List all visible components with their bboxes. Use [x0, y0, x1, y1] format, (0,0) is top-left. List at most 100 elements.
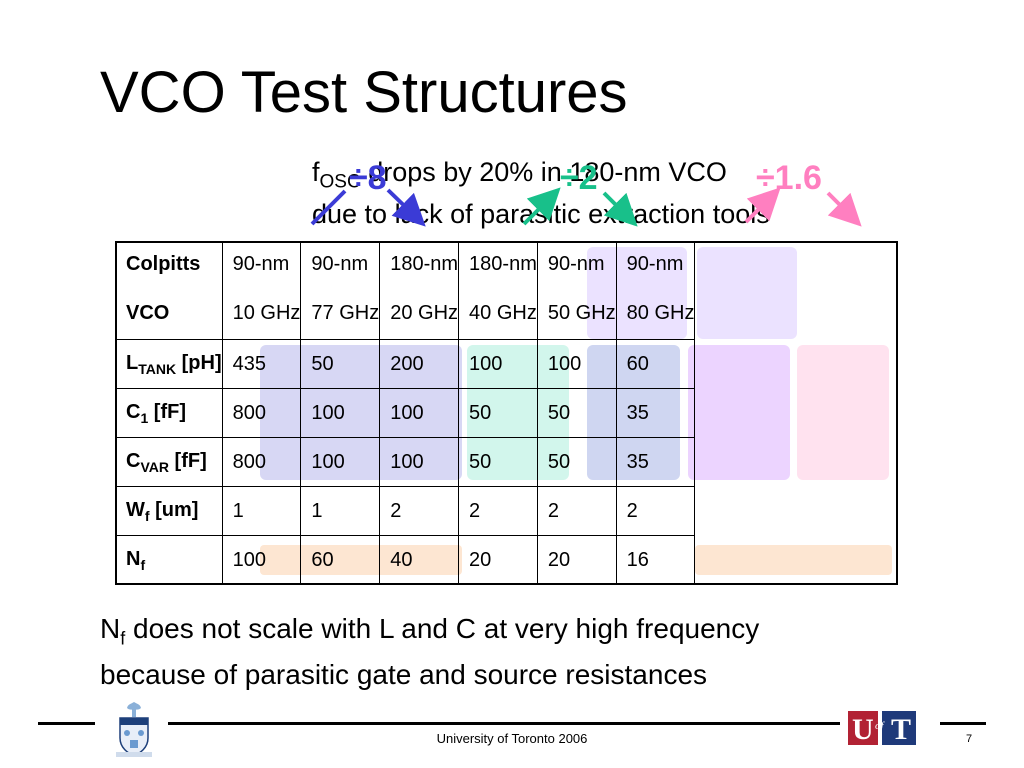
table-cell: 2	[536, 486, 617, 536]
table-cell: 1	[300, 486, 381, 536]
nf-symbol: N	[100, 613, 121, 644]
row-label-sub: f	[144, 507, 150, 524]
table-cell: 2	[458, 486, 538, 536]
column-freq: 50 GHz	[547, 302, 616, 324]
column-freq: 80 GHz	[626, 302, 695, 324]
row-label-symbol: L	[126, 351, 139, 374]
highlight-90nm-50g-header	[697, 247, 797, 339]
table-cell: 50	[458, 388, 538, 438]
table-cell: 35	[615, 388, 696, 438]
footer-rule-center	[168, 722, 840, 725]
table-cell: 800	[221, 388, 302, 438]
row-label-symbol: N	[126, 547, 141, 570]
column-header: 90-nm 50 GHz	[536, 241, 617, 340]
row-label-unit: [pH]	[176, 351, 222, 374]
table-cell: 20	[536, 535, 617, 585]
scaling-note-line2: because of parasitic gate and source res…	[100, 658, 708, 690]
table-cell: 50	[458, 437, 538, 487]
column-header: 90-nm 10 GHz	[221, 241, 302, 340]
svg-text:U: U	[852, 713, 874, 745]
column-node: 90-nm	[311, 253, 369, 275]
fosc-note-line1: fOSC drops by 20% in 180-nm VCO	[312, 156, 770, 198]
table-cell: 200	[379, 339, 460, 389]
uoft-logo-icon: U of T	[848, 711, 916, 745]
row-label-unit: [um]	[149, 498, 199, 521]
column-node: 180-nm	[469, 253, 537, 275]
crest-icon	[116, 702, 152, 757]
column-node: 90-nm	[547, 253, 605, 275]
row-label-unit: [fF]	[168, 449, 207, 472]
table-cell: 2	[379, 486, 460, 536]
table-cell: 800	[221, 437, 302, 487]
footer-rule-right	[940, 722, 986, 725]
page-number: 7	[966, 733, 973, 745]
column-freq: 40 GHz	[469, 302, 537, 324]
column-node: 90-nm	[626, 253, 684, 275]
row-label-sub: VAR	[140, 458, 169, 475]
table-cell: 60	[615, 339, 696, 389]
table-cell: 60	[300, 535, 381, 585]
column-header: 90-nm 77 GHz	[300, 241, 381, 340]
nf-subscript: f	[120, 628, 126, 649]
vco-data-table: Colpitts VCO 90-nm 10 GHz 90-nm 77 GHz 180…	[115, 241, 696, 585]
highlight-90nm-50g-lc	[688, 345, 790, 480]
table-cell: 16	[615, 535, 696, 585]
column-header: 90-nm 80 GHz	[615, 241, 696, 340]
row-label-sub: 1	[140, 409, 149, 426]
svg-text:T: T	[891, 713, 911, 745]
footer-rule-left	[38, 722, 95, 725]
table-cell: 100	[379, 388, 460, 438]
row-label: C1 [fF]	[115, 388, 223, 438]
column-freq: 10 GHz	[232, 302, 301, 324]
row-label-symbol: W	[126, 498, 145, 521]
table-row-nf: Nf 100 60 40 20 20 16	[115, 535, 696, 585]
column-header: 180-nm 20 GHz	[379, 241, 460, 340]
table-row-c1: C1 [fF] 800 100 100 50 50 35	[115, 388, 696, 438]
table-row-wf: Wf [um] 1 1 2 2 2 2	[115, 486, 696, 536]
corner-line1: Colpitts	[126, 253, 201, 275]
table-cell: 50	[536, 388, 617, 438]
row-label: Wf [um]	[115, 486, 223, 536]
row-label: Nf	[115, 535, 223, 585]
table-cell: 35	[615, 437, 696, 487]
table-cell: 50	[536, 437, 617, 487]
table-cell: 50	[300, 339, 381, 389]
corner-cell: Colpitts VCO	[115, 241, 223, 340]
fosc-symbol: f	[312, 157, 320, 187]
highlight-90nm-80g-lc	[797, 345, 889, 480]
column-node: 180-nm	[390, 253, 459, 275]
table-row-ltank: LTANK [pH] 435 50 200 100 100 60	[115, 339, 696, 389]
footer-institution: University of Toronto 2006	[436, 731, 588, 746]
fosc-note-line2: due to lack of parasitic extraction tool…	[312, 199, 770, 230]
corner-line2: VCO	[126, 302, 170, 324]
row-label-symbol: C	[126, 449, 141, 472]
table-cell: 100	[536, 339, 617, 389]
table-cell: 100	[458, 339, 538, 389]
row-label: CVAR [fF]	[115, 437, 223, 487]
column-node: 90-nm	[232, 253, 290, 275]
table-cell: 435	[221, 339, 302, 389]
fosc-subscript: OSC	[319, 171, 361, 193]
highlight-nf-high-freq	[695, 545, 892, 575]
row-label-sub: f	[140, 556, 146, 573]
scaling-note-line1: Nf does not scale with L and C at very h…	[100, 611, 759, 657]
fosc-note: fOSC drops by 20% in 180-nm VCO due to l…	[312, 156, 770, 230]
column-freq: 20 GHz	[390, 302, 459, 324]
row-label-sub: TANK	[138, 360, 177, 377]
row-label-symbol: C	[126, 400, 141, 423]
column-freq: 77 GHz	[311, 302, 380, 324]
column-header: 180-nm 40 GHz	[458, 241, 538, 340]
row-label-unit: [fF]	[148, 400, 187, 423]
table-cell: 2	[615, 486, 696, 536]
slide-title: VCO Test Structures	[100, 60, 628, 125]
table-cell: 100	[221, 535, 302, 585]
table-cell: 100	[300, 437, 381, 487]
table-cell: 100	[379, 437, 460, 487]
scaling-note-text1: does not scale with L and C at very high…	[125, 613, 760, 644]
svg-text:of: of	[875, 720, 886, 732]
row-label: LTANK [pH]	[115, 339, 223, 389]
table-cell: 20	[458, 535, 538, 585]
table-header-row: Colpitts VCO 90-nm 10 GHz 90-nm 77 GHz 180…	[115, 241, 696, 340]
table-row-cvar: CVAR [fF] 800 100 100 50 50 35	[115, 437, 696, 487]
table-cell: 100	[300, 388, 381, 438]
